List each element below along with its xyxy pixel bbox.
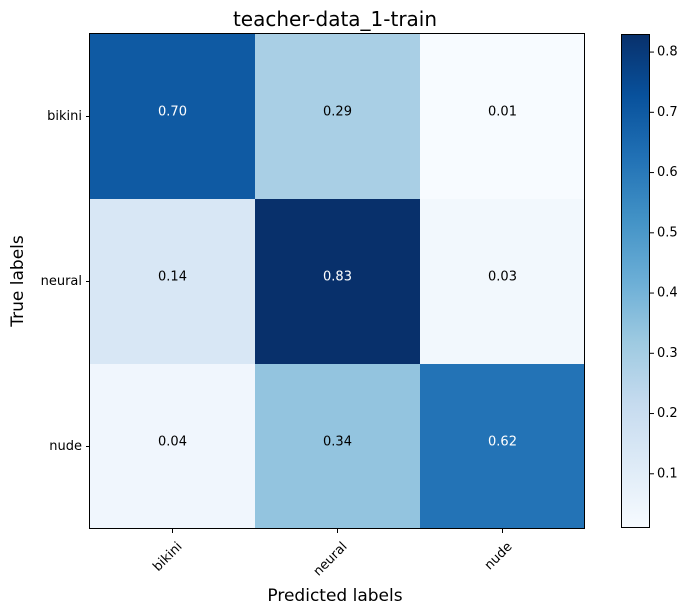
colorbar-tick-label: 0.8: [657, 45, 678, 60]
colorbar-tick-label: 0.5: [657, 225, 678, 240]
heatmap-cell-bikini-bikini: [90, 34, 255, 199]
colorbar-tick-label: 0.4: [657, 286, 678, 301]
chart-title: teacher-data_1-train: [233, 7, 437, 31]
cell-value-label: 0.03: [488, 270, 517, 285]
colorbar-tick-label: 0.1: [657, 466, 678, 481]
y-axis-label: True labels: [8, 235, 28, 328]
heatmap-cell-nude-nude: [420, 364, 585, 529]
colorbar-gradient: [621, 34, 650, 528]
x-tick-label-bikini: bikini: [150, 539, 185, 574]
colorbar-tick-label: 0.6: [657, 165, 678, 180]
x-axis-label: Predicted labels: [267, 586, 402, 606]
colorbar-ticks: 0.1 0.2 0.3 0.4 0.5 0.6 0.7 0.8: [650, 45, 678, 481]
heatmap-cell-bikini-nude: [420, 34, 585, 199]
y-tick-label-neural: neural: [41, 274, 82, 289]
cell-value-label: 0.29: [323, 105, 352, 120]
y-tick-label-nude: nude: [49, 439, 82, 454]
heatmap-cell-bikini-neural: [255, 34, 420, 199]
colorbar-tick-label: 0.2: [657, 406, 678, 421]
heatmap-cell-labels: 0.70 0.29 0.01 0.14 0.83 0.03 0.04 0.34 0.62: [158, 105, 517, 450]
heatmap-cells: [90, 34, 585, 529]
x-tick-label-neural: neural: [311, 539, 351, 579]
cell-value-label: 0.62: [488, 435, 517, 450]
cell-value-label: 0.70: [158, 105, 187, 120]
x-tick-label-nude: nude: [482, 539, 516, 573]
colorbar-frame: [621, 34, 650, 528]
cell-value-label: 0.14: [158, 270, 187, 285]
cell-value-label: 0.04: [158, 435, 187, 450]
y-tick-label-bikini: bikini: [47, 109, 82, 124]
heatmap-cell-neural-neural: [255, 199, 420, 364]
colorbar-tick-label: 0.3: [657, 346, 678, 361]
heatmap-cell-neural-nude: [420, 199, 585, 364]
y-axis-ticks: bikini neural nude: [41, 109, 90, 454]
cell-value-label: 0.83: [323, 270, 352, 285]
heatmap-cell-nude-neural: [255, 364, 420, 529]
heatmap-cell-nude-bikini: [90, 364, 255, 529]
heatmap-cell-neural-bikini: [90, 199, 255, 364]
colorbar-tick-label: 0.7: [657, 105, 678, 120]
x-axis-ticks: bikini neural nude: [150, 529, 516, 579]
cell-value-label: 0.34: [323, 435, 352, 450]
cell-value-label: 0.01: [488, 105, 517, 120]
